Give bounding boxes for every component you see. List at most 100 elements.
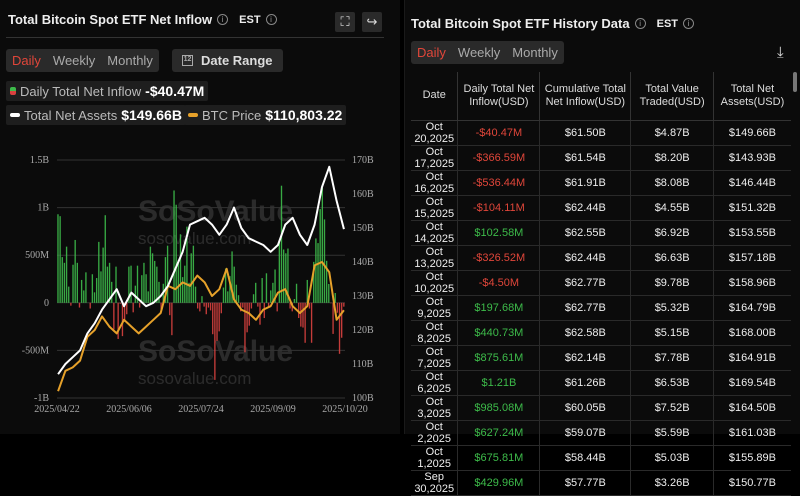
tab-daily[interactable]: Daily (411, 41, 452, 64)
x-tick: 2025/09/09 (250, 404, 296, 415)
inflow-bar (285, 253, 286, 303)
table-row[interactable]: Oct 20,2025-$40.47M$61.50B$4.87B$149.66B (411, 120, 791, 145)
inflow-bar (332, 303, 333, 334)
inflow-bar (191, 253, 192, 303)
inflow-bar (201, 296, 202, 303)
inflow-bar (62, 257, 63, 303)
table-row[interactable]: Oct 17,2025-$366.59M$61.54B$8.20B$143.93… (411, 145, 791, 170)
inflow-bar (66, 247, 67, 303)
table-cell: $164.91B (713, 345, 791, 370)
table-cell: $8.20B (631, 145, 714, 170)
table-cell: $157.18B (713, 245, 791, 270)
inflow-bar (195, 287, 196, 303)
table-cell: Oct 9,2025 (411, 295, 458, 320)
inflow-bar (270, 290, 271, 302)
inflow-chart: 1.5B1B500M0-500M-1B170B160B150B140B130B1… (0, 0, 400, 434)
inflow-bar (322, 188, 323, 303)
tab-monthly[interactable]: Monthly (506, 41, 564, 64)
table-cell: $875.61M (458, 345, 540, 370)
inflow-bar (311, 303, 312, 343)
info-icon[interactable]: i (683, 18, 694, 29)
table-cell: $6.92B (631, 220, 714, 245)
table-cell: Oct 17,2025 (411, 145, 458, 170)
table-row[interactable]: Oct 6,2025$1.21B$61.26B$6.53B$169.54B (411, 370, 791, 395)
inflow-bar (197, 303, 198, 309)
scrollbar[interactable] (793, 72, 797, 92)
table-row[interactable]: Oct 1,2025$675.81M$58.44B$5.03B$155.89B (411, 445, 791, 470)
net-assets-line (58, 167, 344, 374)
table-row[interactable]: Oct 10,2025-$4.50M$62.77B$9.78B$158.96B (411, 270, 791, 295)
download-icon[interactable]: ⤓ (777, 44, 784, 61)
table-row[interactable]: Oct 9,2025$197.68M$62.77B$5.32B$164.79B (411, 295, 791, 320)
inflow-bar (279, 240, 280, 303)
inflow-bar (343, 303, 344, 307)
inflow-bar (126, 303, 127, 314)
table-row[interactable]: Oct 14,2025$102.58M$62.55B$6.92B$153.55B (411, 220, 791, 245)
table-row[interactable]: Oct 8,2025$440.73M$62.58B$5.15B$168.00B (411, 320, 791, 345)
table-row[interactable]: Oct 16,2025-$536.44M$61.91B$8.08B$146.44… (411, 170, 791, 195)
table-cell: $61.50B (540, 120, 631, 145)
inflow-bar (302, 303, 303, 328)
table-cell: Oct 6,2025 (411, 370, 458, 395)
inflow-bar (135, 286, 136, 303)
table-row[interactable]: Oct 7,2025$875.61M$62.14B$7.78B$164.91B (411, 345, 791, 370)
table-cell: $61.54B (540, 145, 631, 170)
table-cell: $3.26B (631, 470, 714, 495)
inflow-bar (242, 303, 243, 308)
table-cell: $164.79B (713, 295, 791, 320)
y-right-tick: 150B (352, 223, 374, 234)
table-cell: $4.87B (631, 120, 714, 145)
inflow-bar (90, 303, 91, 309)
inflow-bar (143, 263, 144, 303)
table-row[interactable]: Oct 15,2025-$104.11M$62.44B$4.55B$151.32… (411, 195, 791, 220)
table-row[interactable]: Oct 3,2025$985.08M$60.05B$7.52B$164.50B (411, 395, 791, 420)
table-cell: $143.93B (713, 145, 791, 170)
x-tick: 2025/07/24 (178, 404, 224, 415)
inflow-bar (193, 246, 194, 303)
inflow-bar (294, 299, 295, 303)
y-right-tick: 120B (352, 325, 374, 336)
table-cell: Oct 3,2025 (411, 395, 458, 420)
inflow-bar (102, 248, 103, 303)
y-left-tick: 500M (25, 250, 49, 261)
table-cell: Oct 2,2025 (411, 420, 458, 445)
inflow-bar (339, 303, 340, 354)
inflow-bar (92, 274, 93, 303)
x-tick: 2025/04/22 (34, 404, 80, 415)
inflow-bar (180, 234, 181, 303)
inflow-bar (223, 288, 224, 303)
table-row[interactable]: Sep 30,2025$429.96M$57.77B$3.26B$150.77B (411, 470, 791, 495)
table-cell: $62.77B (540, 270, 631, 295)
table-row[interactable]: Oct 13,2025-$326.52M$62.44B$6.63B$157.18… (411, 245, 791, 270)
inflow-bar (152, 253, 153, 303)
inflow-bar (107, 267, 108, 303)
inflow-bar (171, 303, 172, 335)
column-header: Total Value Traded(USD) (631, 72, 714, 120)
table-cell: $6.53B (631, 370, 714, 395)
inflow-bar (337, 303, 338, 313)
info-icon[interactable]: i (635, 18, 646, 29)
inflow-bar (105, 215, 106, 303)
inflow-bar (208, 303, 209, 308)
table-cell: $161.03B (713, 420, 791, 445)
table-cell: $62.77B (540, 295, 631, 320)
table-cell: $164.50B (713, 395, 791, 420)
inflow-bar (212, 303, 213, 334)
tab-weekly[interactable]: Weekly (452, 41, 506, 64)
table-row[interactable]: Oct 2,2025$627.24M$59.07B$5.59B$161.03B (411, 420, 791, 445)
table-cell: Oct 7,2025 (411, 345, 458, 370)
y-right-tick: 160B (352, 189, 374, 200)
inflow-bar (83, 290, 84, 302)
table-cell: $440.73M (458, 320, 540, 345)
inflow-bar (68, 287, 69, 303)
table-cell: -$40.47M (458, 120, 540, 145)
inflow-bar (74, 240, 75, 303)
inflow-bar (148, 291, 149, 302)
inflow-bar (100, 271, 101, 302)
inflow-bar (57, 214, 58, 303)
table-cell: Oct 13,2025 (411, 245, 458, 270)
table-cell: $151.32B (713, 195, 791, 220)
inflow-bar (277, 303, 278, 312)
inflow-bar (64, 263, 65, 303)
